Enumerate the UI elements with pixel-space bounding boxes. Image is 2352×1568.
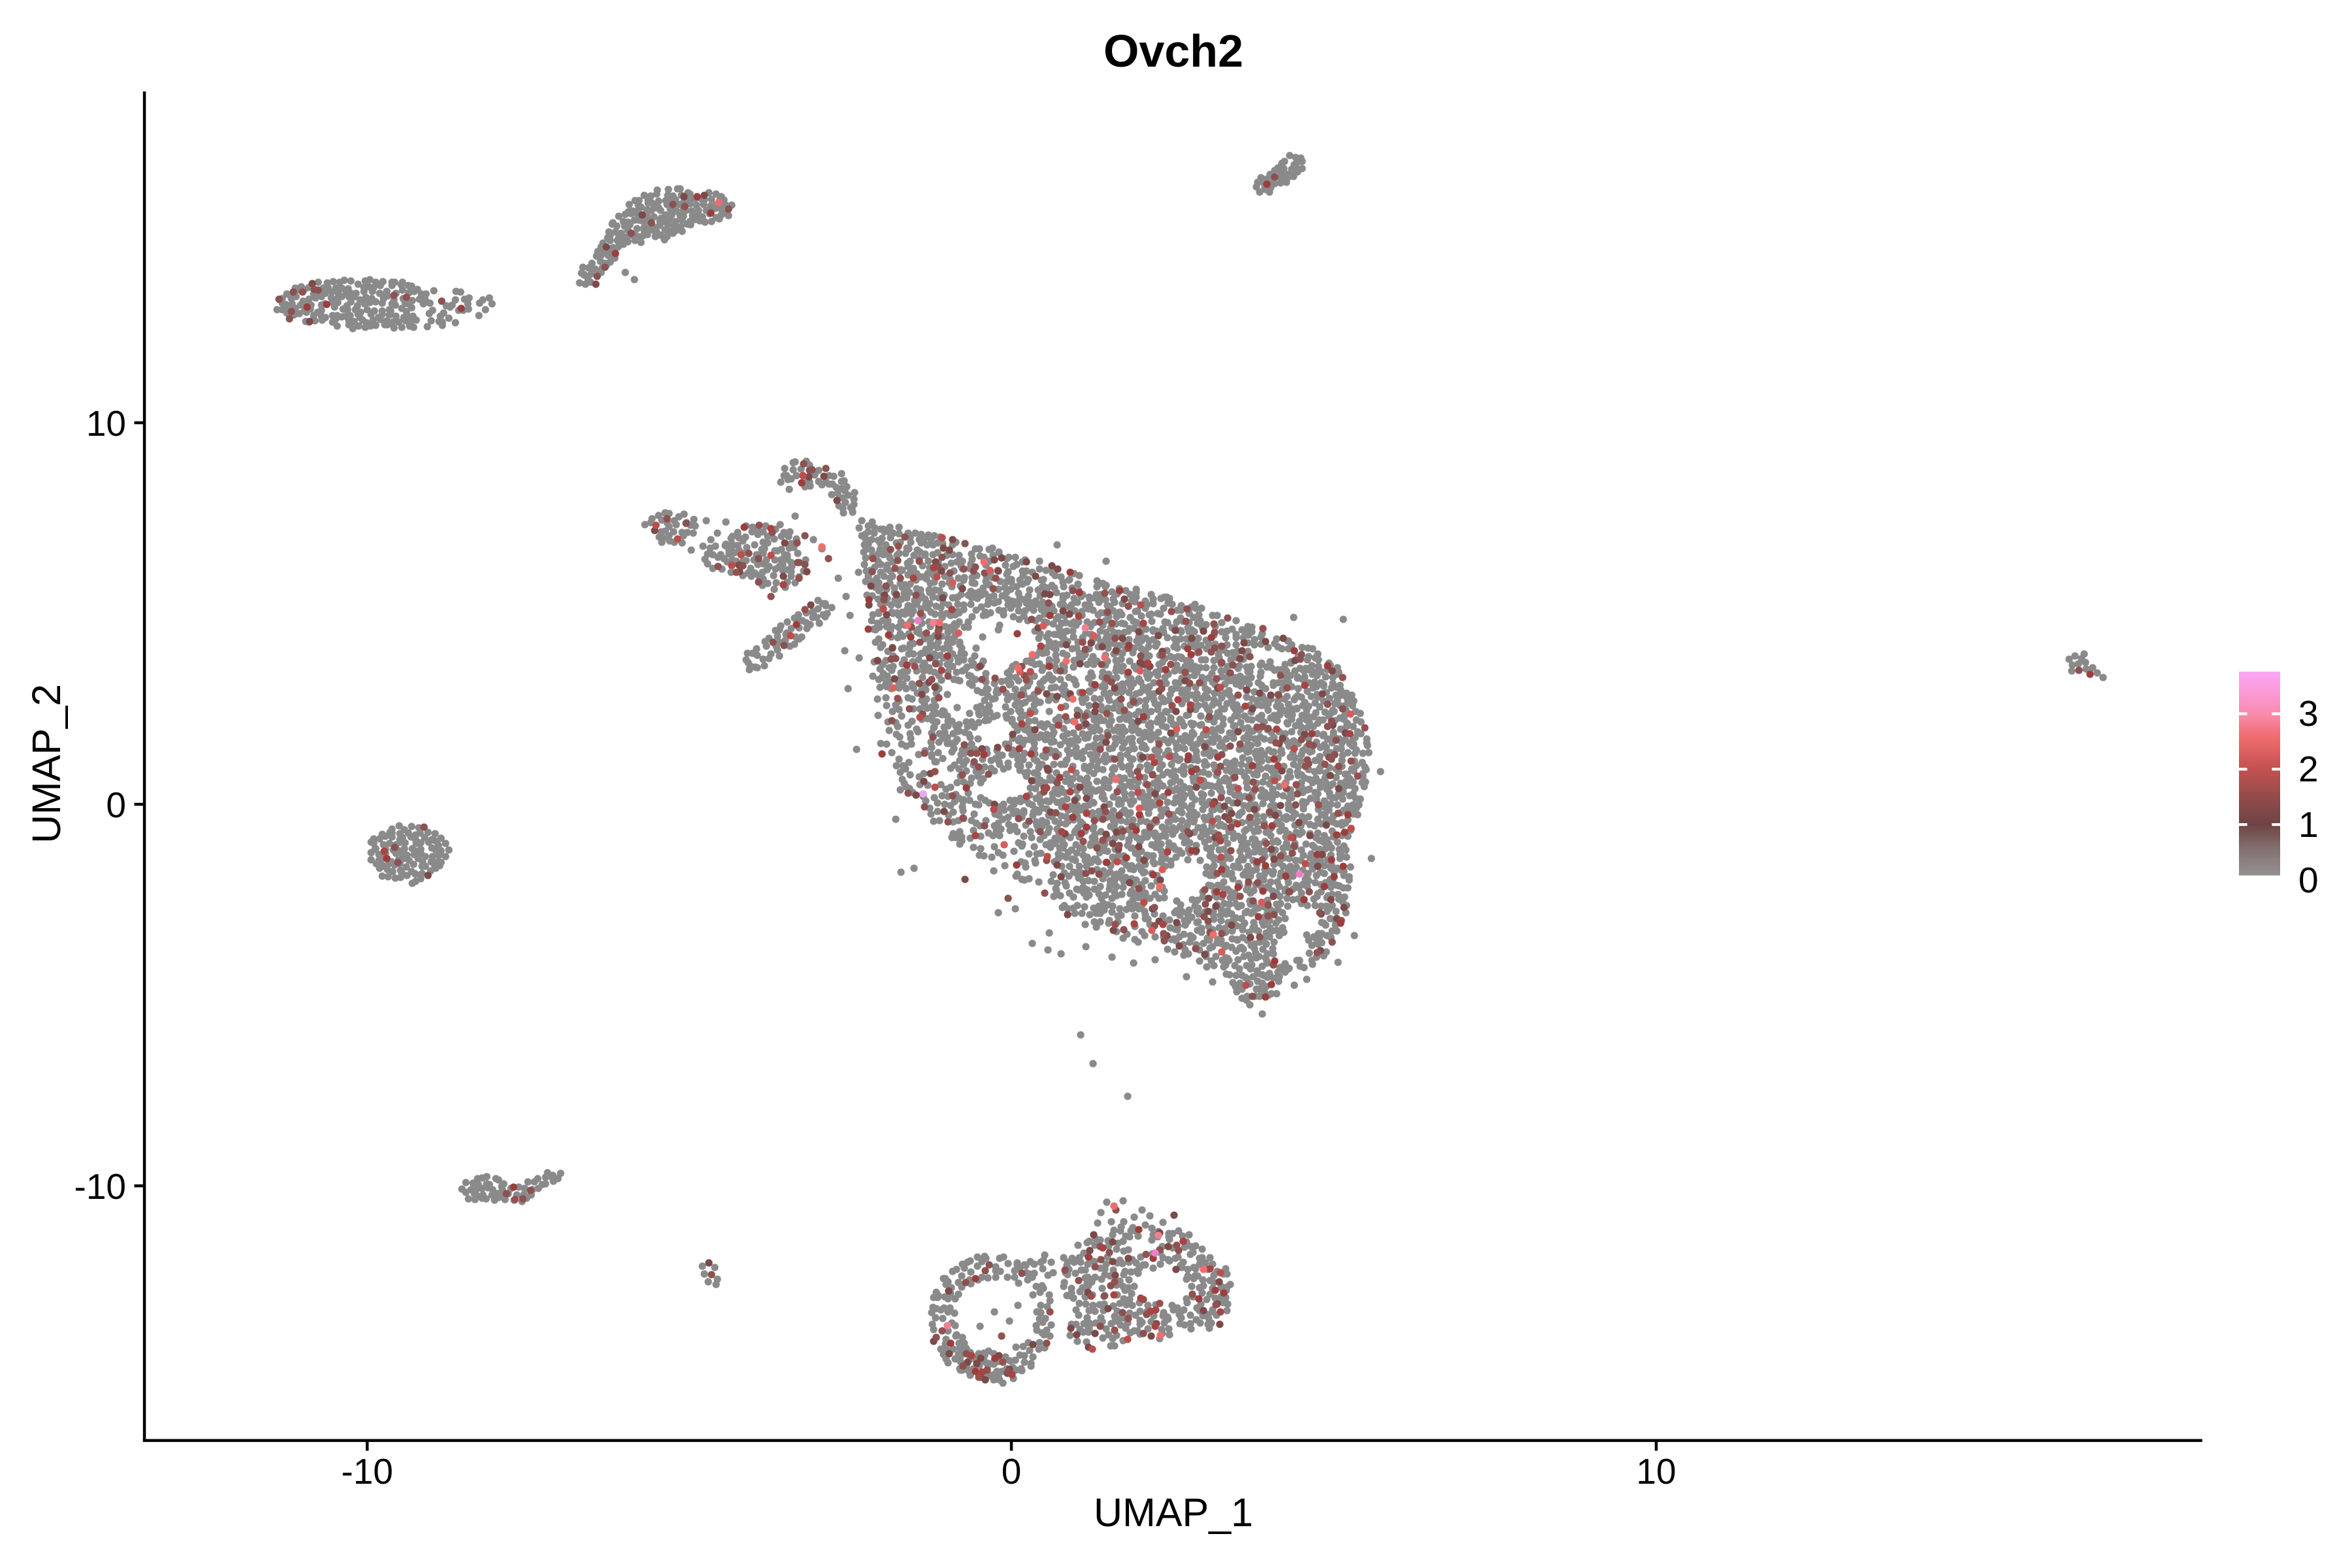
svg-text:UMAP_1: UMAP_1 (1094, 1490, 1253, 1535)
svg-text:10: 10 (86, 403, 126, 444)
svg-text:-10: -10 (74, 1166, 127, 1207)
svg-text:UMAP_2: UMAP_2 (24, 684, 69, 843)
svg-text:0: 0 (106, 785, 126, 825)
svg-text:0: 0 (2298, 860, 2319, 900)
svg-text:Ovch2: Ovch2 (1103, 25, 1243, 76)
svg-text:0: 0 (1002, 1451, 1022, 1492)
svg-text:3: 3 (2298, 693, 2319, 734)
svg-text:10: 10 (1636, 1451, 1676, 1492)
svg-text:1: 1 (2298, 804, 2319, 845)
svg-text:-10: -10 (341, 1451, 393, 1492)
svg-text:2: 2 (2298, 749, 2319, 789)
